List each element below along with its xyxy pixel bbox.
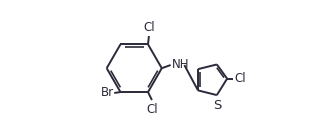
Text: Br: Br	[100, 87, 114, 99]
Text: Cl: Cl	[143, 21, 155, 34]
Text: Cl: Cl	[234, 72, 246, 85]
Text: NH: NH	[172, 58, 190, 71]
Text: Cl: Cl	[146, 103, 158, 116]
Text: S: S	[214, 99, 222, 112]
